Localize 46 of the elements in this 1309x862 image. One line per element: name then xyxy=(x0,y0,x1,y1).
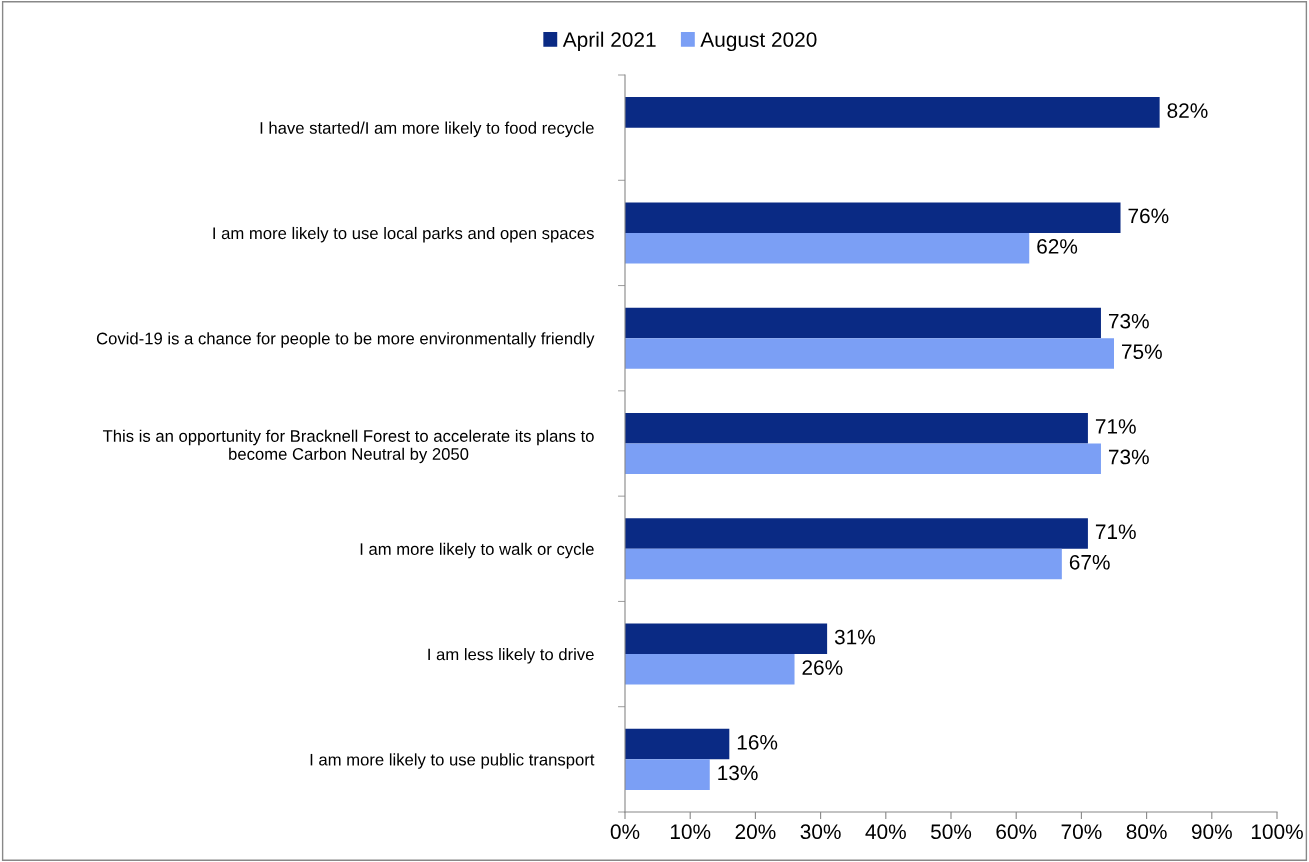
x-tick-label: 20% xyxy=(735,824,776,840)
bar xyxy=(625,623,828,655)
x-tick-label: 70% xyxy=(1061,824,1102,840)
bar xyxy=(625,759,710,790)
data-label: 71% xyxy=(1095,524,1136,540)
bar xyxy=(625,443,1101,475)
data-label: 73% xyxy=(1108,449,1149,465)
x-tick-label: 30% xyxy=(800,824,841,840)
data-label: 62% xyxy=(1037,239,1078,254)
bar xyxy=(625,654,795,685)
data-label: 73% xyxy=(1108,313,1149,329)
bar xyxy=(625,202,1121,233)
legend-label: April 2021 xyxy=(562,31,656,52)
bar xyxy=(625,307,1101,339)
data-label: 31% xyxy=(834,629,876,645)
x-tick-label: 0% xyxy=(610,824,640,840)
data-label: 67% xyxy=(1069,554,1110,570)
data-label: 26% xyxy=(802,660,843,675)
data-label: 76% xyxy=(1128,208,1169,224)
data-label: 82% xyxy=(1167,103,1208,118)
bar xyxy=(625,412,1088,444)
x-tick-label: 40% xyxy=(865,824,906,840)
x-tick-label: 80% xyxy=(1126,824,1167,840)
legend-label: August 2020 xyxy=(700,32,817,52)
x-tick-label: 90% xyxy=(1191,824,1232,840)
y-tick-label: Covid-19 is a chance for people to be more environmentally friendly xyxy=(96,332,595,348)
y-tick-label: I am less likely to drive xyxy=(428,648,594,664)
data-label: 16% xyxy=(737,734,778,750)
x-tick-label: 50% xyxy=(930,824,972,840)
bar xyxy=(625,548,1062,580)
bar xyxy=(625,518,1088,549)
x-tick-label: 10% xyxy=(670,824,711,840)
y-tick-label: I am more likely to use public transport xyxy=(310,753,595,769)
bar xyxy=(625,338,1114,369)
y-tick-label: I am more likely to use local parks and open spaces xyxy=(213,226,594,243)
data-label: 13% xyxy=(718,765,758,781)
x-tick-label: 60% xyxy=(996,824,1037,840)
x-tick-label: 100% xyxy=(1251,824,1303,840)
bar xyxy=(625,97,1160,128)
y-tick-label: I have started/I am more likely to food recycle xyxy=(260,121,594,138)
bar xyxy=(625,232,1030,264)
y-tick-label: This is an opportunity for Bracknell Forest to accelerate its plans to become Carbon Neutral by 2050 xyxy=(102,429,594,464)
data-label: 75% xyxy=(1122,344,1162,360)
y-tick-label: I am more likely to walk or cycle xyxy=(360,542,594,559)
data-label: 71% xyxy=(1095,419,1136,434)
bar xyxy=(625,728,730,760)
